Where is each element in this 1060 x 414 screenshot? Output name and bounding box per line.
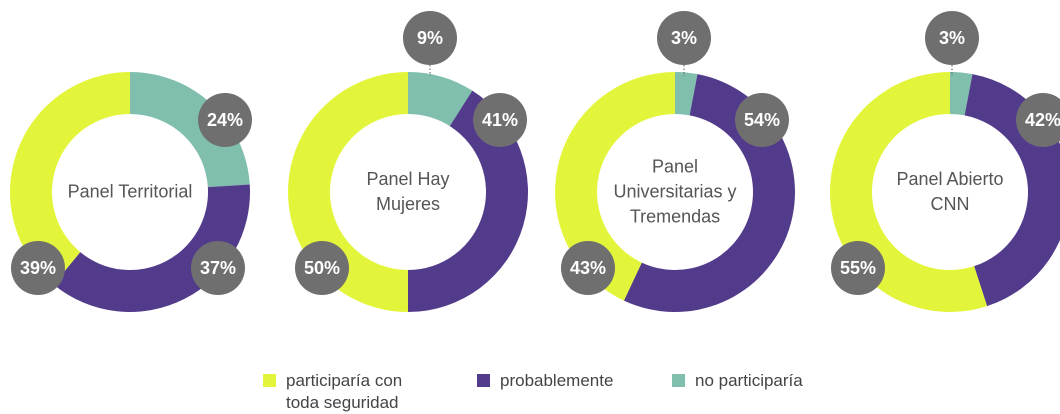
legend-text: participaría con toda seguridad [286,371,403,412]
data-label: 54% [744,110,780,130]
data-label: 37% [200,258,236,278]
label-bubble [191,241,245,295]
data-label: 50% [304,258,340,278]
data-label: 9% [417,28,443,48]
data-label: 39% [20,258,56,278]
legend-item: participaría con toda seguridad [263,370,423,414]
label-bubble [198,93,252,147]
label-bubble [735,93,789,147]
donut-segment [675,72,698,116]
legend-item: probablemente [477,370,657,392]
center-label: Panel Universitarias y Tremendas [613,156,737,227]
center-label: Panel Hay Mujeres [366,169,450,214]
data-label: 3% [671,28,697,48]
center-label: Panel Territorial [67,181,193,202]
label-bubble [561,241,615,295]
data-label: 42% [1025,110,1060,130]
data-label: 24% [207,110,243,130]
label-bubble [473,93,527,147]
donut-segment [130,72,250,188]
label-bubble [403,11,457,65]
donut-segment [950,72,973,116]
center-label: Panel Abierto CNN [896,169,1004,214]
data-label: 41% [482,110,518,130]
legend-text: probablemente [500,371,614,390]
label-bubble [11,241,65,295]
donut-segment [408,72,473,127]
label-bubble [295,241,349,295]
label-bubble [831,241,885,295]
data-label: 43% [570,258,606,278]
label-bubble [1016,93,1060,147]
donut-segment [10,72,130,285]
label-bubble [925,11,979,65]
legend-text: no participaría [695,371,803,390]
legend-swatch [477,374,490,387]
legend-swatch [263,374,276,387]
data-label: 55% [840,258,876,278]
label-bubble [657,11,711,65]
data-label: 3% [939,28,965,48]
legend-swatch [672,374,685,387]
legend-item: no participaría [672,370,872,392]
